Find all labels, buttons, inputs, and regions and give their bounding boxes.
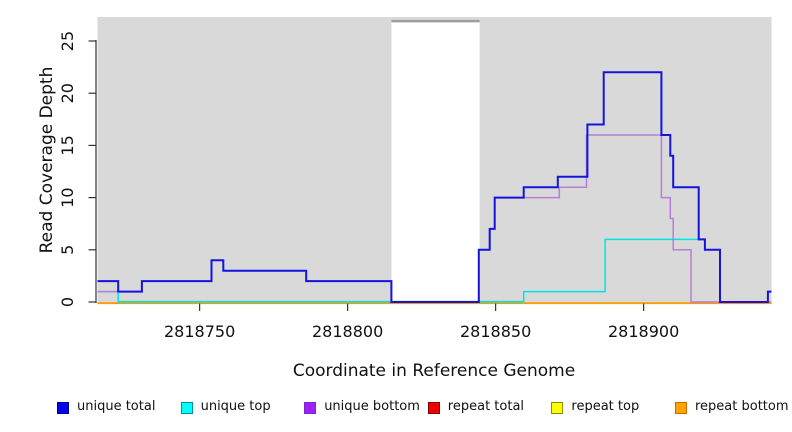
series-line-unique-total: [97, 71, 772, 303]
y-tick-label: 10: [58, 187, 77, 207]
coverage-gap-band: [391, 20, 480, 304]
legend-swatch-repeat-top: [551, 402, 564, 414]
legend-label: repeat top: [571, 399, 640, 414]
x-axis-title: Coordinate in Reference Genome: [293, 361, 575, 381]
legend-label: repeat bottom: [695, 399, 789, 414]
legend-swatch-repeat-total: [427, 402, 440, 414]
legend: unique total unique top unique bottom repea…: [0, 397, 792, 423]
legend-label: unique total: [77, 399, 156, 414]
y-tick-label: 0: [58, 297, 77, 307]
x-tick-label: 2818850: [460, 322, 531, 341]
x-tick-label: 2818800: [312, 322, 383, 341]
legend-label: unique bottom: [324, 399, 420, 414]
y-tick-label: 5: [58, 245, 77, 255]
legend-swatch-unique-top: [180, 402, 193, 414]
x-tick-label: 2818750: [164, 322, 235, 341]
y-tick-label: 15: [58, 135, 77, 155]
axes: 0 5 10 15 20 25 2818750 2818800 2818850 2818900: [58, 31, 679, 341]
legend-label: repeat total: [447, 399, 525, 414]
y-axis-title: Read Coverage Depth: [37, 67, 57, 254]
x-tick-label: 2818900: [608, 322, 679, 341]
legend-swatch-repeat-bottom: [675, 402, 687, 414]
legend-swatch-unique-bottom: [304, 402, 317, 414]
legend-label: unique top: [200, 399, 271, 414]
legend-swatch-unique-total: [57, 402, 69, 414]
y-tick-label: 20: [58, 83, 77, 103]
coverage-chart: 0 5 10 15 20 25 2818750 2818800 2818850 2818900 C…: [37, 17, 772, 381]
series-layer: [97, 71, 772, 305]
plot-panel: [97, 17, 772, 304]
y-tick-label: 25: [58, 31, 77, 51]
